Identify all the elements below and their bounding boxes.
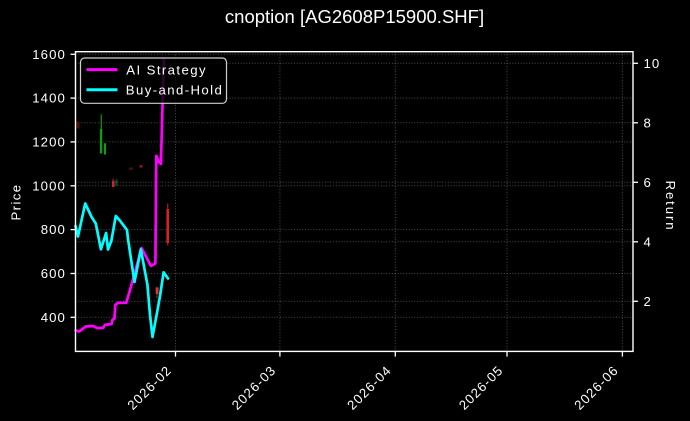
svg-text:1200: 1200 [32, 134, 66, 149]
svg-text:800: 800 [41, 222, 66, 237]
svg-text:AI Strategy: AI Strategy [126, 62, 207, 77]
svg-text:1600: 1600 [32, 47, 66, 62]
svg-text:Buy-and-Hold: Buy-and-Hold [126, 83, 223, 98]
svg-text:6: 6 [644, 175, 652, 190]
svg-text:1400: 1400 [32, 91, 66, 106]
svg-text:4: 4 [644, 234, 652, 249]
svg-text:cnoption [AG2608P15900.SHF]: cnoption [AG2608P15900.SHF] [225, 6, 484, 27]
svg-text:Return: Return [663, 181, 678, 232]
svg-text:Price: Price [9, 183, 24, 220]
svg-text:8: 8 [644, 115, 652, 130]
svg-text:400: 400 [41, 310, 66, 325]
svg-text:1000: 1000 [32, 178, 66, 193]
svg-text:10: 10 [644, 56, 661, 71]
svg-text:2: 2 [644, 294, 652, 309]
svg-text:600: 600 [41, 266, 66, 281]
